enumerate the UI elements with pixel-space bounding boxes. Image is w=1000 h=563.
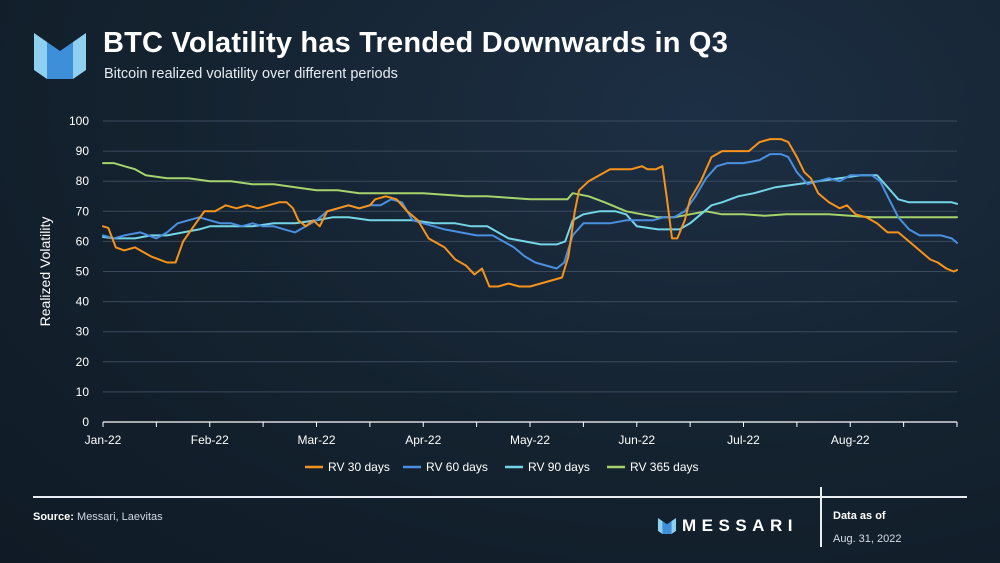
footer-divider [33, 496, 967, 498]
source-text: Messari, Laevitas [77, 511, 163, 523]
footer-vertical-divider [820, 487, 822, 547]
y-tick-label: 70 [76, 204, 90, 218]
y-tick-label: 40 [76, 295, 90, 309]
x-tick-label: Jul-22 [727, 433, 760, 447]
logo-shape-left [34, 33, 47, 79]
x-tick-label: Apr-22 [405, 433, 441, 447]
y-tick-label: 100 [69, 114, 89, 128]
logo-shape-mid-left [47, 42, 60, 79]
data-as-of-date: Aug. 31, 2022 [833, 533, 902, 545]
source-label: Source: [33, 511, 74, 523]
data-as-of-label: Data as of [833, 510, 886, 522]
x-tick-label: Jun-22 [618, 433, 655, 447]
y-axis-title: Realized Volatility [37, 217, 53, 327]
logo-shape-right [73, 33, 86, 79]
x-tick-label: Mar-22 [297, 433, 335, 447]
x-tick-label: Aug-22 [831, 433, 870, 447]
brand-wordmark: MESSARI [682, 516, 798, 535]
y-tick-label: 20 [76, 355, 90, 369]
y-tick-label: 60 [76, 234, 90, 248]
legend-label-rv90: RV 90 days [528, 460, 590, 474]
page-subtitle: Bitcoin realized volatility over differe… [104, 66, 398, 82]
series-line-rv365 [102, 162, 958, 219]
messari-brand: MESSARI [656, 516, 798, 536]
source-note: Source: Messari, Laevitas [33, 511, 163, 523]
brand-shape-2 [662, 521, 667, 534]
messari-logo-icon [34, 33, 86, 79]
y-tick-label: 30 [76, 325, 90, 339]
legend-label-rv30: RV 30 days [328, 460, 390, 474]
legend-label-rv365: RV 365 days [630, 460, 699, 474]
logo-shape-mid-right [60, 42, 73, 79]
messari-brand-icon [657, 518, 677, 534]
series-line-rv30 [102, 138, 958, 288]
legend-label-rv60: RV 60 days [426, 460, 488, 474]
series-line-rv90 [102, 174, 958, 246]
brand-shape-4 [671, 518, 677, 534]
x-tick-label: May-22 [510, 433, 550, 447]
brand-shape-3 [667, 521, 672, 534]
x-tick-label: Feb-22 [191, 433, 229, 447]
y-tick-label: 10 [76, 385, 90, 399]
brand-shape-1 [657, 518, 663, 534]
page-title: BTC Volatility has Trended Downwards in … [103, 27, 729, 59]
series-line-rv60 [102, 153, 958, 270]
y-tick-label: 80 [76, 174, 90, 188]
y-tick-label: 90 [76, 144, 90, 158]
x-tick-label: Jan-22 [85, 433, 122, 447]
y-tick-label: 0 [82, 415, 89, 429]
y-tick-label: 50 [76, 265, 90, 279]
